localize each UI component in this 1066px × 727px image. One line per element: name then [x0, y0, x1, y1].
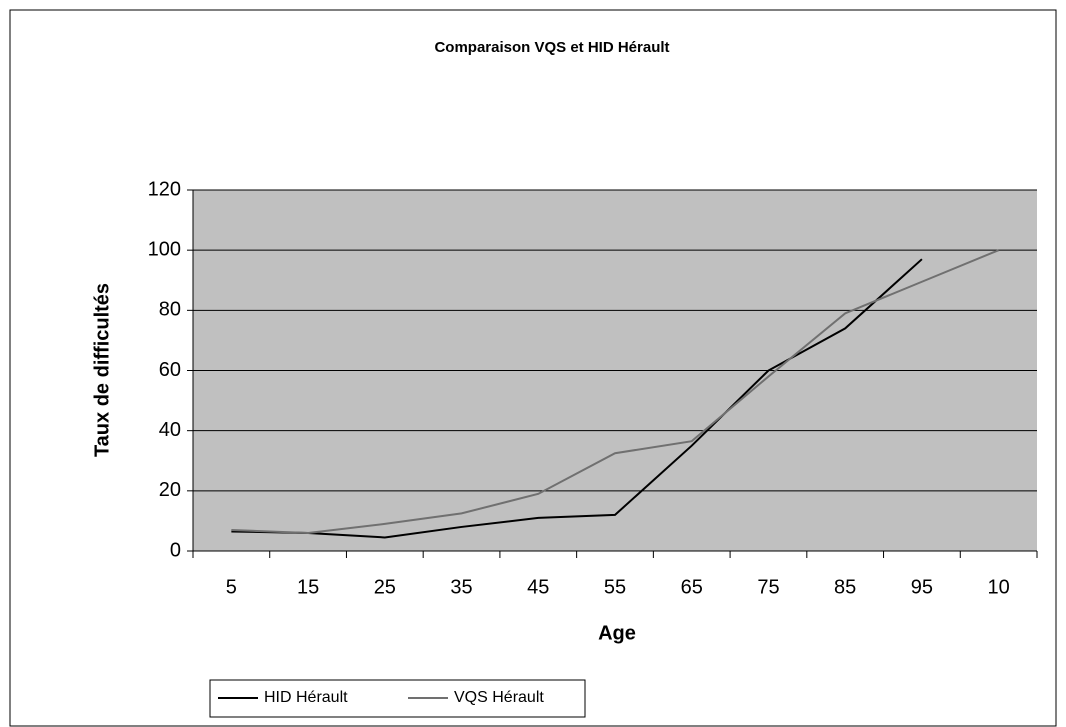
x-tick-label: 45: [527, 576, 549, 598]
x-tick-label: 55: [604, 576, 626, 598]
series-line: [231, 258, 923, 539]
y-tick-label: 40: [159, 419, 181, 441]
x-tick-label: 25: [374, 576, 396, 598]
y-tick-label: 0: [170, 539, 181, 561]
legend-label: VQS Hérault: [454, 689, 544, 706]
y-tick-label: 120: [148, 178, 181, 200]
y-tick-label: 100: [148, 238, 181, 260]
legend: HID Hérault VQS Hérault: [209, 679, 586, 718]
y-tick-label: 60: [159, 359, 181, 381]
chart-title: Comparaison VQS et HID Hérault: [434, 39, 669, 56]
y-tick-label: 80: [159, 299, 181, 321]
x-tick-label: 75: [757, 576, 779, 598]
x-tick-label: 15: [297, 576, 319, 598]
x-tick-label: 65: [681, 576, 703, 598]
x-tick-label: 95: [911, 576, 933, 598]
y-axis-title: Taux de difficultés: [91, 283, 113, 457]
y-tick-label: 20: [159, 479, 181, 501]
x-axis-title: Age: [598, 622, 636, 644]
x-tick-label: 85: [834, 576, 856, 598]
x-tick-label: 5: [226, 576, 237, 598]
series-line: [231, 249, 1000, 534]
x-tick-label: 10: [988, 576, 1010, 598]
legend-box: [209, 679, 586, 718]
x-tick-label: 35: [450, 576, 472, 598]
legend-label: HID Hérault: [264, 689, 348, 706]
